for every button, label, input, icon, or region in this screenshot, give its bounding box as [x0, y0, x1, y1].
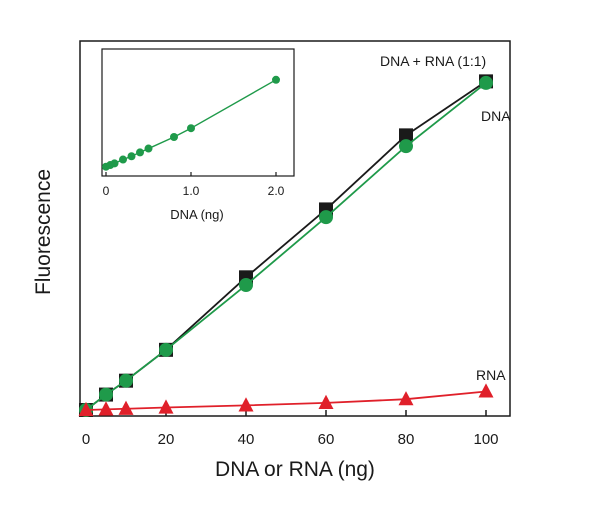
data-point — [479, 75, 493, 90]
data-point — [399, 139, 413, 154]
data-point — [159, 342, 173, 357]
x-axis-title: DNA or RNA (ng) — [215, 458, 375, 481]
inset-data-point — [272, 75, 280, 84]
inset-x-tick-label: 2.0 — [268, 184, 285, 198]
main-series-group — [78, 74, 494, 417]
inset-x-axis-ticks — [105, 172, 277, 176]
x-axis-tick-labels: 0 20 40 60 80 100 — [82, 431, 499, 448]
inset-x-tick-label: 1.0 — [183, 184, 200, 198]
plot-frame — [79, 40, 511, 417]
data-point — [119, 373, 133, 388]
data-point — [239, 278, 253, 293]
data-point — [319, 210, 333, 225]
inset-x-axis-tick-labels: 0 1.0 2.0 — [103, 184, 285, 198]
data-point — [158, 399, 174, 414]
inset-x-tick-label: 0 — [103, 184, 110, 198]
y-axis-title: Fluorescence — [32, 169, 55, 295]
series-label-dna: DNA — [481, 108, 511, 124]
inset-data-point — [187, 124, 195, 133]
inset-data-point — [127, 152, 136, 161]
series-label-rna: RNA — [476, 367, 506, 383]
x-tick-label: 20 — [158, 431, 175, 448]
inset-data-point — [119, 155, 127, 164]
x-tick-label: 60 — [318, 431, 335, 448]
inset-data-point — [144, 144, 153, 153]
x-tick-label: 0 — [82, 431, 90, 448]
inset-series-group — [102, 75, 280, 171]
data-point — [78, 401, 94, 417]
x-tick-label: 40 — [238, 431, 255, 448]
inset-data-point — [136, 148, 144, 157]
x-tick-label: 100 — [473, 431, 498, 448]
x-tick-label: 80 — [398, 431, 415, 448]
data-point — [478, 383, 494, 398]
data-point — [98, 401, 114, 416]
data-point — [99, 387, 113, 402]
data-point — [318, 394, 334, 409]
data-point — [399, 128, 413, 143]
inset-x-axis-title: DNA (ng) — [170, 207, 223, 222]
data-point — [238, 397, 254, 412]
data-point — [118, 400, 134, 415]
data-point — [398, 391, 414, 406]
series-label-dna-rna: DNA + RNA (1:1) — [380, 53, 486, 69]
inset-data-point — [110, 159, 119, 168]
inset-series-circle — [102, 75, 280, 171]
series-triangle — [78, 383, 494, 417]
inset-data-point — [170, 133, 178, 141]
